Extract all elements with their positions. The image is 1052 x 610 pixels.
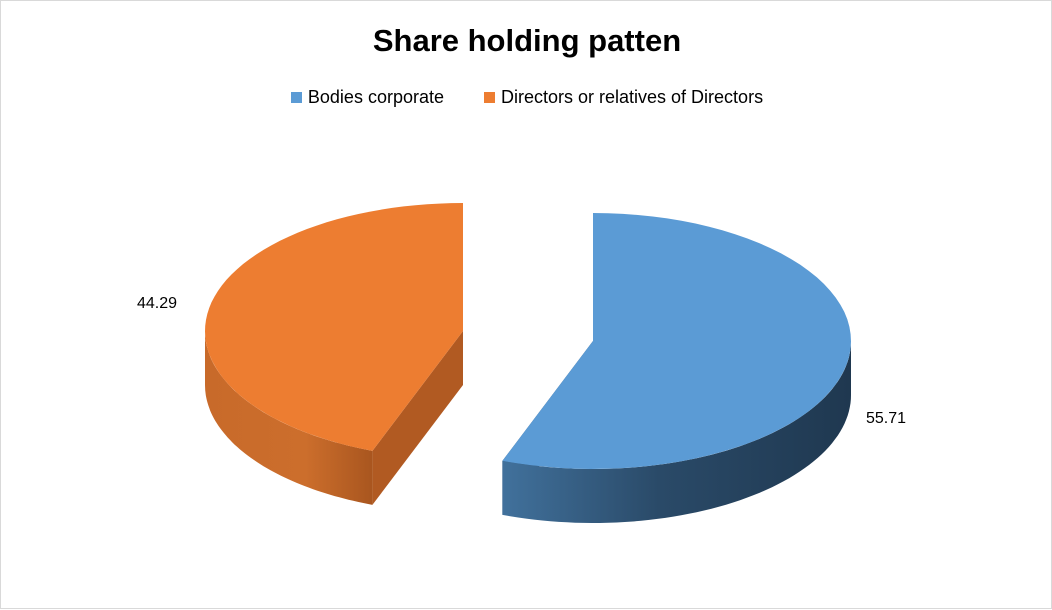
legend-label: Directors or relatives of Directors [501, 87, 764, 107]
pie-slice-cut-face-directors [372, 331, 463, 505]
data-label-bodies-corporate: 55.71 [866, 410, 907, 427]
legend: Bodies corporate Directors or relatives … [1, 87, 1052, 108]
pie-slice-directors [205, 203, 463, 451]
legend-swatch [484, 92, 495, 103]
legend-swatch [290, 92, 302, 103]
data-label-directors: 44.29 [137, 295, 178, 312]
chart-title: Share holding patten [372, 23, 682, 58]
legend-item-directors: Directors or relatives of Directors [484, 87, 763, 108]
pie-slice-side-directors [205, 331, 373, 505]
legend-label: Bodies corporate [307, 87, 444, 107]
pie-slice-bodies-corporate [502, 213, 851, 469]
legend-item-bodies-corporate: Bodies corporate [290, 87, 444, 108]
pie-slice-side-bodies-corporate [502, 341, 851, 523]
